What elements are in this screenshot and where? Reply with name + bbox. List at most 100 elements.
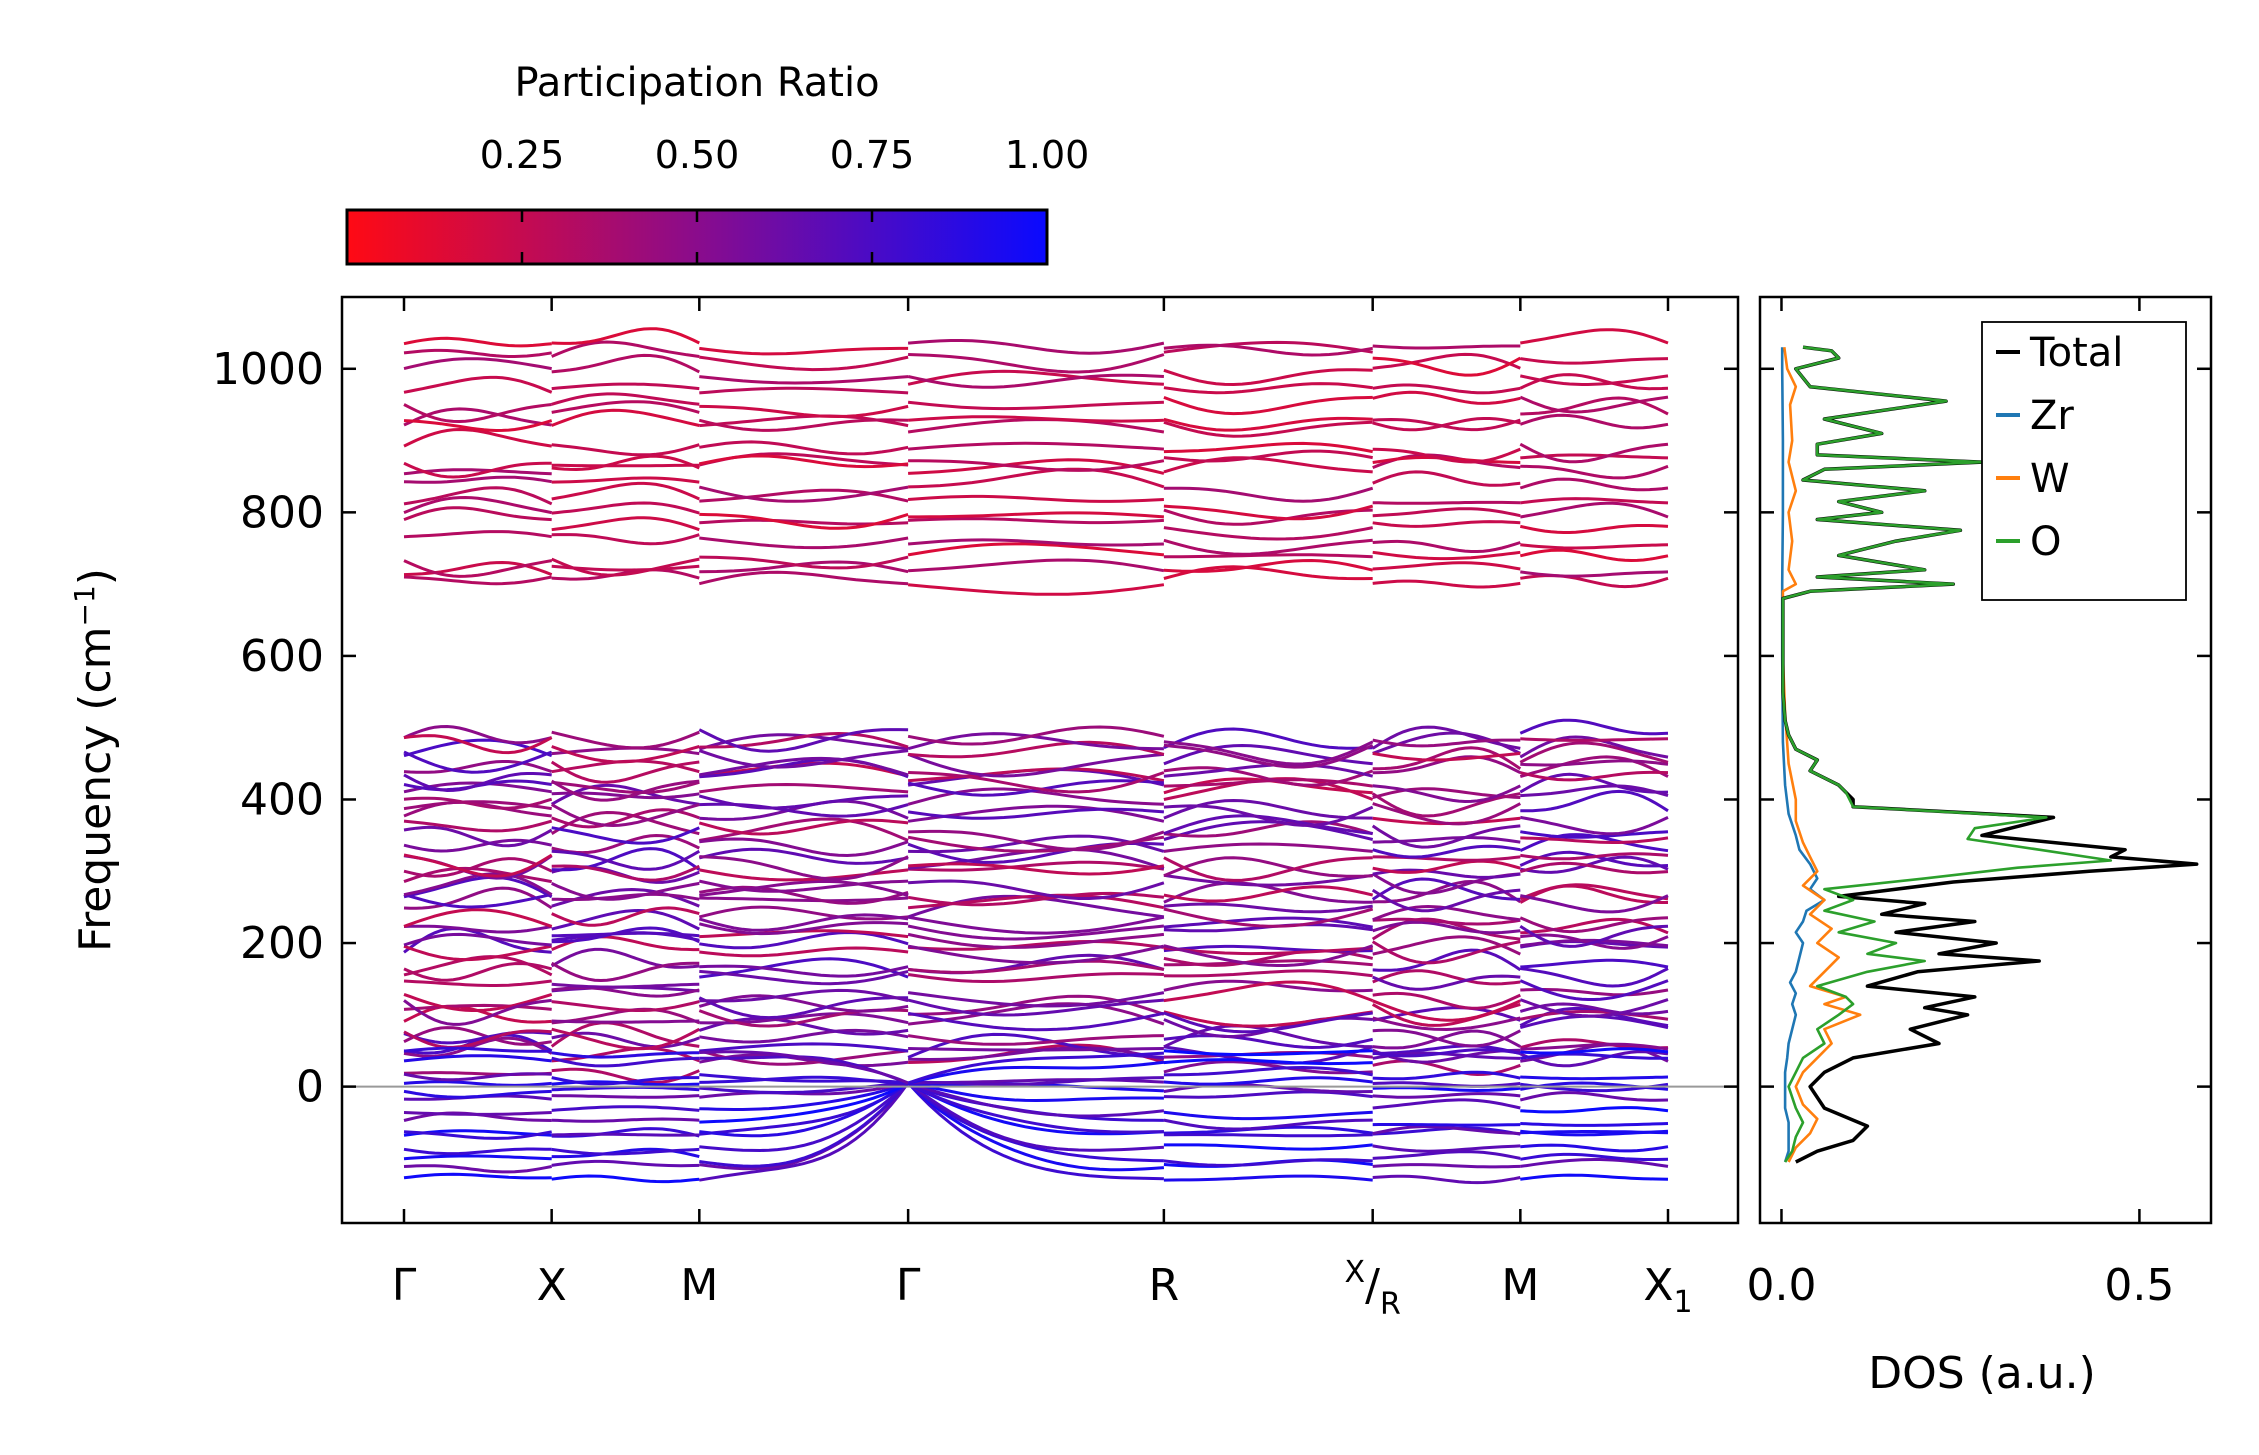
legend: Total Zr WO	[1981, 321, 2187, 601]
band-line-mid	[908, 829, 1165, 852]
band-line-low	[699, 1073, 909, 1085]
band-line-mid	[1520, 759, 1669, 767]
band-line-high	[403, 486, 553, 506]
band-line-mid	[403, 750, 553, 774]
band-line-mid	[550, 961, 700, 983]
band-line-low	[1163, 1110, 1373, 1121]
dos-series-w	[1781, 347, 1862, 1163]
band-line-mid	[907, 959, 1165, 974]
band-line-low	[1163, 1158, 1373, 1167]
band-line-mid	[699, 1053, 909, 1068]
band-line-high	[1163, 508, 1373, 526]
band-line-mid	[403, 1003, 552, 1011]
band-line-mid	[1163, 946, 1373, 956]
band-line-high	[1372, 417, 1521, 432]
band-line-high	[1372, 507, 1521, 518]
band-line-mid	[908, 939, 1165, 951]
band-line-low	[1372, 1048, 1521, 1058]
band-line-mid	[1163, 820, 1374, 841]
band-line-mid	[1520, 958, 1669, 969]
band-line-mid	[908, 860, 1165, 872]
band-line-mid	[698, 728, 909, 753]
band-line-mid	[1520, 967, 1669, 988]
band-line-mid	[1163, 740, 1374, 766]
band-line-low	[551, 1174, 700, 1184]
band-line-high	[699, 512, 909, 530]
band-line-mid	[698, 921, 909, 936]
band-line-low	[699, 1082, 910, 1182]
band-line-mid	[403, 932, 552, 947]
band-line-high	[403, 348, 552, 358]
band-line-mid	[1520, 938, 1669, 948]
band-line-low	[403, 1130, 552, 1140]
band-line-mid	[698, 905, 909, 921]
colorbar-tick-label: 0.75	[830, 133, 915, 177]
band-line-mid	[1372, 920, 1521, 935]
band-line-mid	[551, 826, 700, 845]
band-line-mid	[403, 944, 552, 962]
band-line-high	[907, 542, 1165, 557]
band-line-high	[698, 454, 909, 469]
band-line-mid	[1520, 894, 1669, 914]
dos-series-o	[1781, 345, 2113, 1163]
band-line-mid	[550, 947, 700, 969]
band-line-mid	[699, 855, 909, 881]
band-line-mid	[1163, 902, 1373, 914]
band-line-mid	[1163, 842, 1373, 853]
band-line-mid	[1163, 881, 1373, 904]
band-line-mid	[1520, 1010, 1669, 1021]
legend-label-o: O	[2030, 519, 2061, 565]
band-line-mid	[403, 825, 553, 848]
band-line-low	[907, 1081, 1164, 1134]
band-line-mid	[403, 819, 553, 833]
band-line-mid	[907, 767, 1165, 783]
band-line-high	[551, 400, 700, 414]
y-axis-label-text: Frequency (cm	[70, 626, 121, 952]
band-line-low	[1163, 1118, 1373, 1131]
band-line-mid	[1163, 856, 1373, 878]
band-line-mid	[1372, 879, 1522, 904]
y-tick-label: 400	[240, 774, 324, 825]
band-line-mid	[908, 771, 1165, 794]
band-line-mid	[1163, 798, 1373, 820]
band-line-low	[699, 1050, 909, 1085]
band-axis-ticks: 0 200 400 600 800 1000 Γ X M Γ R X/R M X1	[212, 297, 1738, 1322]
band-line-low	[551, 1132, 700, 1137]
band-line-low	[1372, 1086, 1521, 1093]
legend-label-w: W	[2030, 456, 2070, 502]
band-line-mid	[699, 946, 909, 958]
band-line-high	[1372, 417, 1521, 432]
dos-axes-frame	[1758, 295, 2213, 1225]
band-axes-frame	[340, 295, 1740, 1225]
band-line-mid	[551, 745, 700, 764]
band-line-mid	[551, 730, 700, 750]
band-line-low	[1520, 1158, 1669, 1168]
band-line-mid	[1520, 855, 1669, 874]
band-line-mid	[403, 1029, 552, 1049]
band-line-high	[908, 517, 1164, 525]
band-line-mid	[698, 879, 909, 893]
band-line-mid	[1163, 885, 1374, 903]
band-line-high	[403, 530, 552, 539]
band-line-low	[1163, 1065, 1373, 1077]
band-line-low	[403, 1111, 552, 1116]
band-line-mid	[1163, 1034, 1374, 1050]
band-line-high	[699, 346, 909, 356]
band-line-mid	[907, 807, 1165, 820]
k-point-label: X/R	[1345, 1255, 1401, 1322]
band-line-low	[551, 1117, 700, 1123]
band-line-low	[403, 1147, 552, 1156]
band-line-high	[403, 495, 552, 515]
band-line-high	[551, 454, 700, 472]
band-line-high	[551, 481, 700, 501]
band-line-low	[403, 1072, 552, 1082]
band-line-mid	[550, 810, 700, 836]
band-line-high	[1519, 395, 1669, 414]
band-line-mid	[1163, 969, 1373, 978]
band-line-low	[403, 1164, 552, 1174]
band-line-mid	[699, 896, 909, 903]
band-line-high	[551, 463, 700, 468]
band-line-mid	[550, 803, 700, 828]
band-line-high	[1520, 357, 1669, 365]
band-line-low	[699, 1081, 909, 1124]
